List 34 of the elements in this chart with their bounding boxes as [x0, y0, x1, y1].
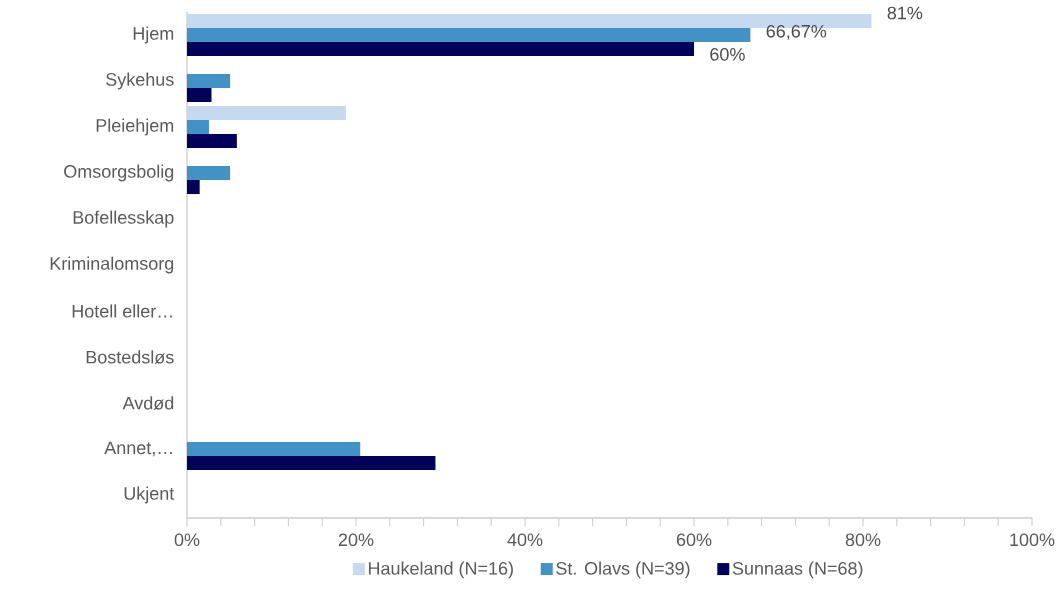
x-tick-label: 40% [507, 533, 543, 547]
x-tick-label: 80% [845, 533, 881, 547]
y-tick-label: Annet,… [104, 441, 172, 457]
x-tick-label: 60% [676, 533, 712, 547]
y-tick-label: Ukjent [124, 486, 175, 504]
y-tick-label: Avdød [122, 396, 174, 410]
bar [187, 88, 212, 102]
legend-label: Sunnaas (N=68) [732, 561, 863, 579]
x-tick-label: 100% [1010, 533, 1055, 547]
bar [187, 106, 346, 121]
y-tick-label: Hotell eller… [72, 304, 172, 318]
bar [187, 166, 231, 181]
bar [187, 134, 237, 149]
y-tick-label: Bostedsløs [86, 350, 174, 364]
x-tick-label: 20% [338, 533, 374, 547]
bar [187, 28, 751, 42]
bar [187, 456, 436, 470]
data-label: 60% [710, 47, 745, 61]
legend-label: St. Olavs (N=39) [556, 561, 690, 579]
data-label: 81% [887, 6, 923, 20]
bar [187, 120, 209, 135]
x-tick-label: 0% [174, 533, 200, 547]
data-label: 66,67% [766, 24, 827, 40]
bar [187, 180, 200, 195]
y-tick-label: Bofellesskap [73, 210, 174, 228]
y-tick-label: Omsorgsbolig [64, 164, 174, 182]
y-tick-label: Sykehus [106, 72, 174, 90]
y-tick-label: Hjem [133, 26, 174, 44]
bar [187, 442, 361, 456]
bar [187, 74, 231, 88]
y-tick-label: Pleiehjem [96, 118, 174, 136]
bar [187, 42, 695, 56]
y-tick-label: Kriminalomsorg [50, 256, 174, 274]
legend-label: Haukeland (N=16) [368, 561, 513, 579]
